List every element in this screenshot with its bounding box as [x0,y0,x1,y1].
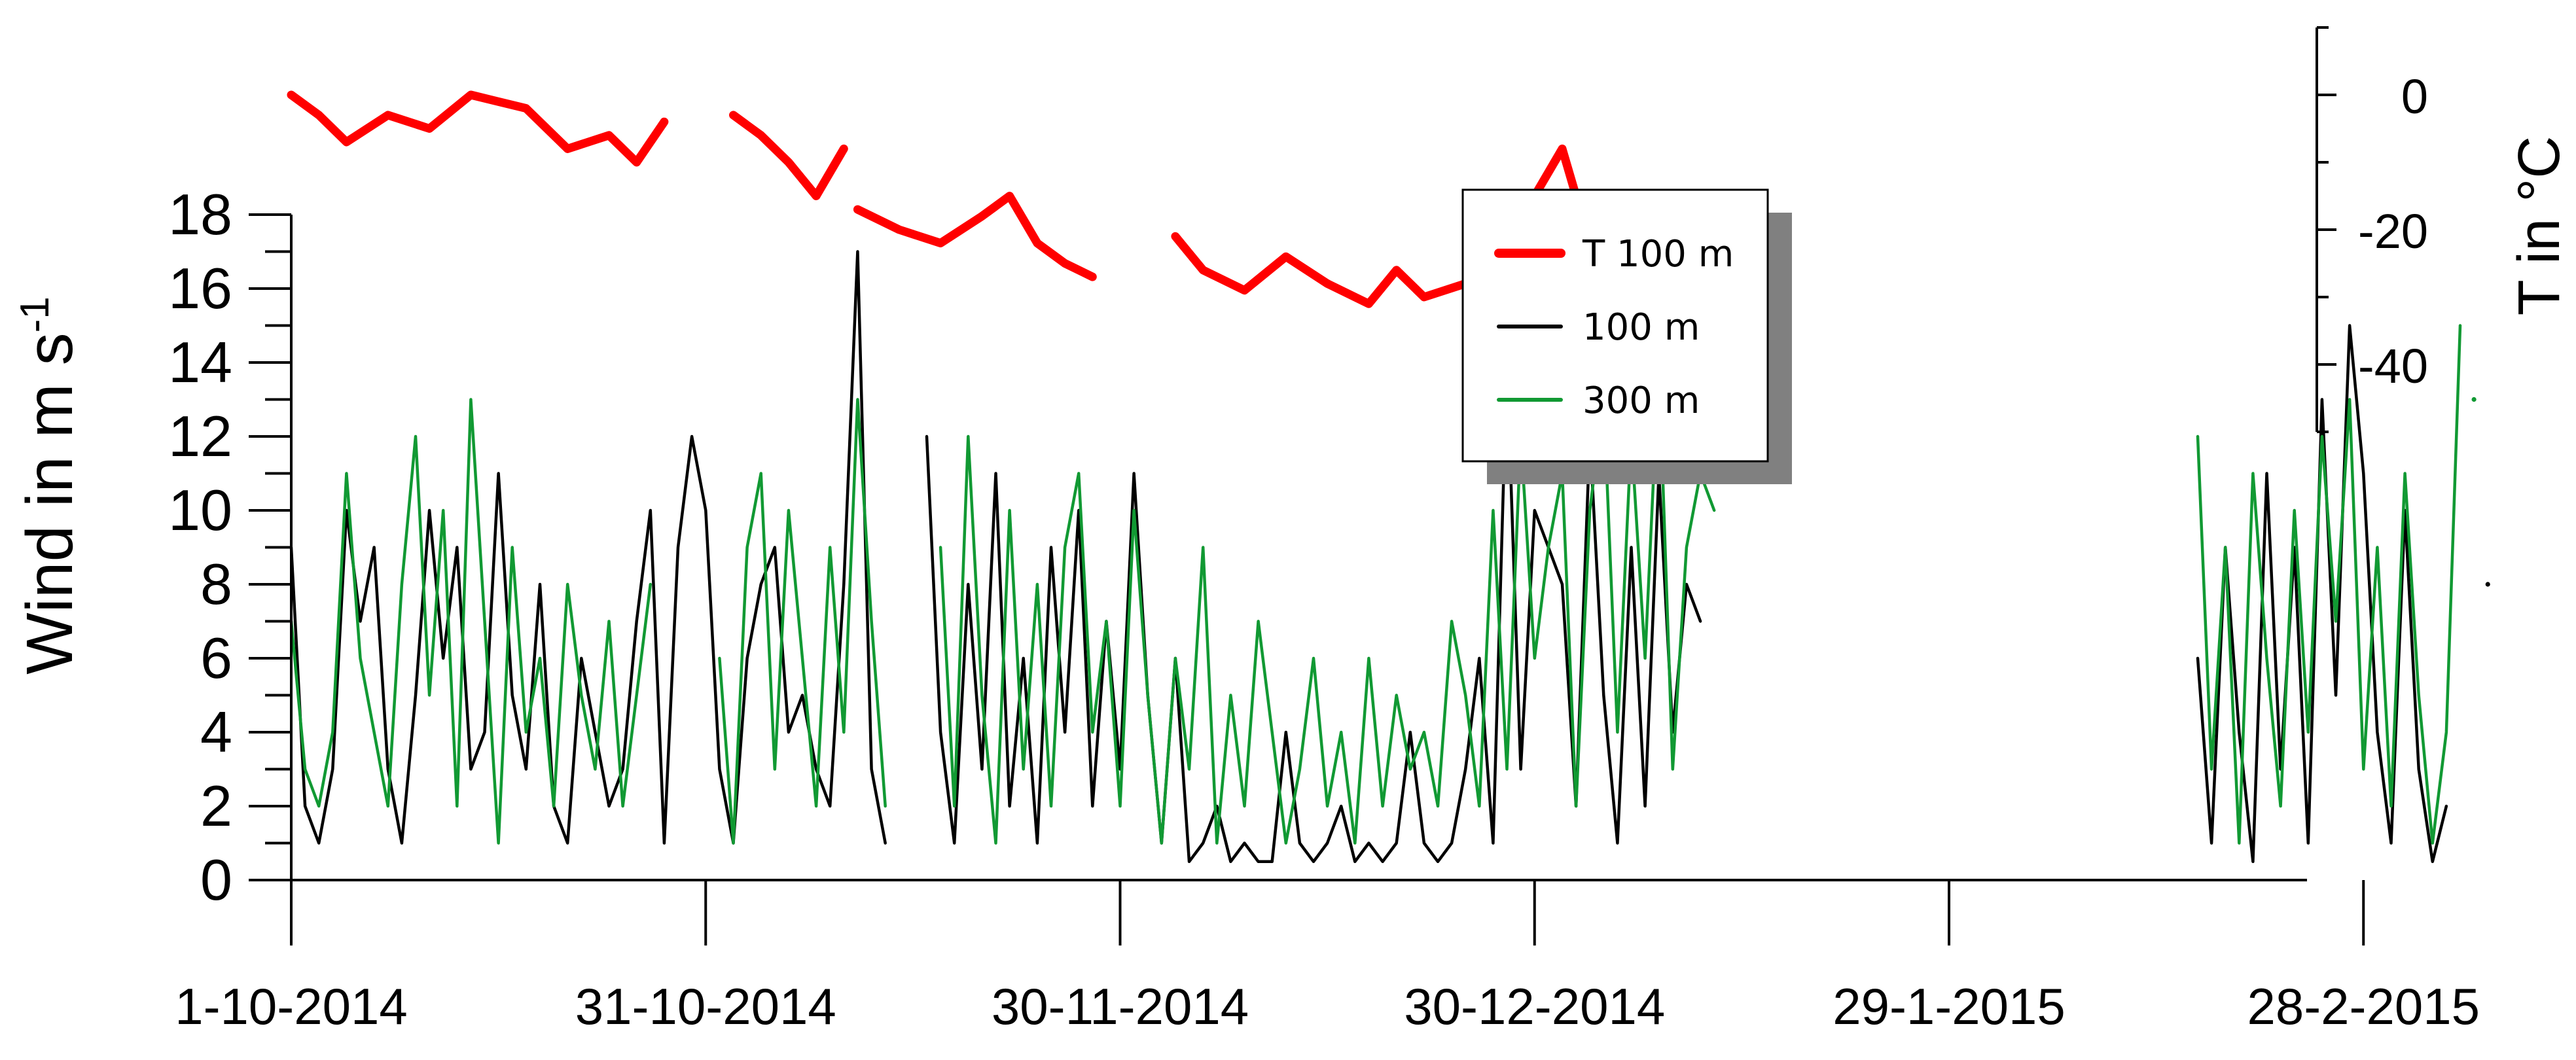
y-right-tick-label: -40 [2358,339,2428,393]
series-100-m-line [2196,324,2448,864]
x-tick-label: 28-2-2015 [2247,978,2480,1035]
series-layer [287,90,2490,864]
x-tick-label: 31-10-2014 [575,978,836,1035]
x-tick-label: 1-10-2014 [175,978,408,1035]
legend-label: 100 m [1583,306,1700,349]
y-left-tick-label: 0 [200,847,232,912]
axes-layer: 1-10-2014 31-10-2014 30-11-2014 30-12-2014 2… [12,26,2572,1035]
x-tick-label: 30-12-2014 [1404,978,1665,1035]
y-right-tick-label: 0 [2401,69,2428,124]
y-right-tick-label: -20 [2358,204,2428,258]
y-left-axis-title: Wind in m s-1 [12,296,86,674]
series-300-m-line [939,361,1716,845]
series-100-m-point [2485,582,2490,587]
y-left-tick-label: 18 [168,182,232,247]
y-left-tick-label: 4 [200,699,232,764]
legend-label: T 100 m [1582,233,1734,275]
series-t-100-m-line [729,111,848,200]
y-right-axis-title: T in °C [2507,136,2572,315]
legend-label: 300 m [1583,380,1700,422]
x-tick-label: 30-11-2014 [992,978,1249,1035]
series-t-100-m-line [287,90,669,167]
y-left-tick-label: 12 [168,404,232,468]
y-left-tick-label: 14 [168,330,232,395]
series-300-m-line [718,398,887,845]
series-300-m [289,324,2477,845]
y-left-tick-label: 2 [200,773,232,838]
series-300-m-line [289,398,653,845]
series-t-100-m [287,90,1705,308]
series-300-m-line [2196,324,2462,845]
y-left-tick-label: 16 [168,256,232,321]
legend: T 100 m 100 m 300 m [1461,188,1792,484]
series-100-m [289,250,2490,864]
y-left-tick-label: 10 [168,478,232,542]
series-300-m-point [2471,397,2477,402]
series-100-m-line [289,250,887,845]
y-left-tick-label: 8 [200,552,232,616]
y-left-tick-label: 6 [200,626,232,690]
x-tick-label: 29-1-2015 [1833,978,2066,1035]
series-t-100-m-line [1171,232,1497,308]
series-t-100-m-line [853,192,1097,281]
